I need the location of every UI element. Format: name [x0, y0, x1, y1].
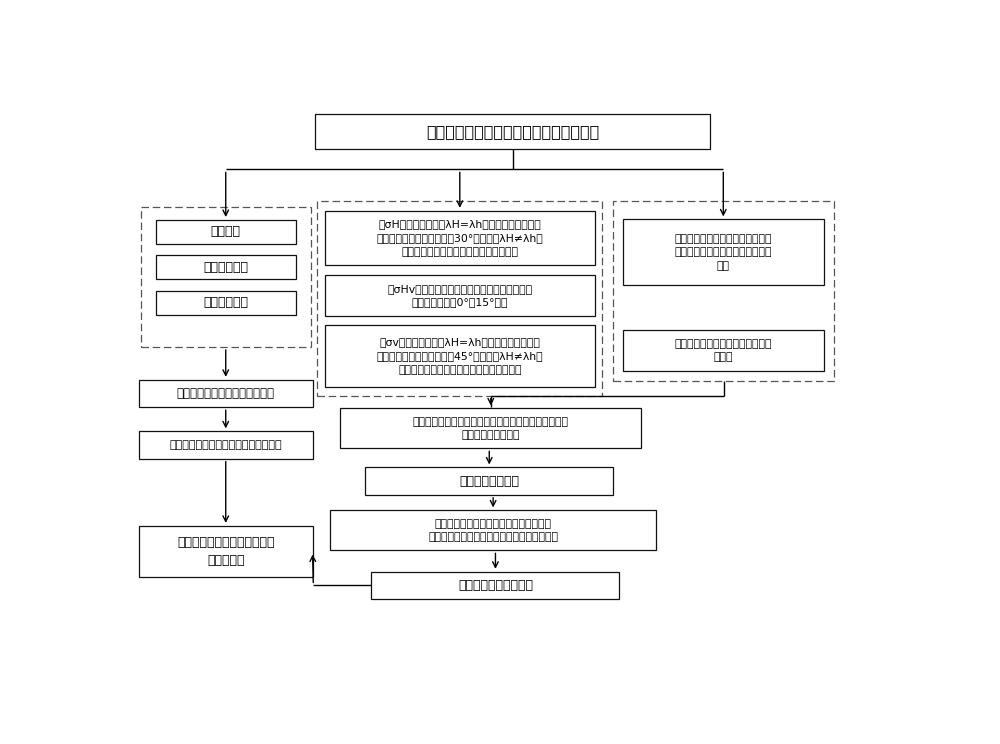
FancyBboxPatch shape — [365, 467, 613, 495]
FancyBboxPatch shape — [139, 379, 313, 407]
Text: 最终实现井下煤矸分选硐室群
紧凑型布局: 最终实现井下煤矸分选硐室群 紧凑型布局 — [177, 536, 274, 567]
FancyBboxPatch shape — [139, 432, 313, 459]
Text: 工程实践经验: 工程实践经验 — [203, 261, 248, 274]
Text: 岩柱稳定: 岩柱稳定 — [211, 225, 241, 238]
FancyBboxPatch shape — [156, 291, 296, 315]
FancyBboxPatch shape — [623, 219, 824, 285]
Text: 一种井下煤矸分选硐室群紧凑型布局方法: 一种井下煤矸分选硐室群紧凑型布局方法 — [426, 124, 599, 139]
FancyBboxPatch shape — [371, 571, 619, 599]
FancyBboxPatch shape — [340, 408, 641, 449]
FancyBboxPatch shape — [315, 114, 710, 150]
Text: 获得硐室间合理间距的判别公式: 获得硐室间合理间距的判别公式 — [177, 387, 275, 400]
Text: 在σHv型应力场中，主硐室最佳布置轴向为与最
大水平主应力呈0°～15°夹角: 在σHv型应力场中，主硐室最佳布置轴向为与最 大水平主应力呈0°～15°夹角 — [387, 283, 532, 307]
Text: 辅助硐室尽可能与主硐室沿同轴向布置，
两主硐室之间的连通硐室与两主硐室垂直布置: 辅助硐室尽可能与主硐室沿同轴向布置， 两主硐室之间的连通硐室与两主硐室垂直布置 — [428, 519, 558, 542]
FancyBboxPatch shape — [325, 324, 595, 387]
FancyBboxPatch shape — [325, 211, 595, 265]
FancyBboxPatch shape — [325, 275, 595, 316]
Text: 主硐室轴向与优势节理裂隙走向垂
直布置: 主硐室轴向与优势节理裂隙走向垂 直布置 — [675, 339, 772, 362]
FancyBboxPatch shape — [139, 526, 313, 577]
Text: 原煤入选要求: 原煤入选要求 — [203, 296, 248, 310]
FancyBboxPatch shape — [330, 510, 656, 551]
Text: 在σH型应力场中，当λH=λh时，主硐室最佳布置
轴向为与最大水平主应力呈30°夹角，当λH≠λh时
，主硐室布置应与最大水平应力方向平行: 在σH型应力场中，当λH=λh时，主硐室最佳布置 轴向为与最大水平主应力呈30°… — [376, 219, 543, 257]
Text: 将主硐室布置于远离断层、陷落柱
等地质构造且围岩性质相对稳定的
区域: 将主硐室布置于远离断层、陷落柱 等地质构造且围岩性质相对稳定的 区域 — [675, 234, 772, 271]
Text: 主硐室间平行布置: 主硐室间平行布置 — [459, 475, 519, 487]
FancyBboxPatch shape — [156, 255, 296, 280]
FancyBboxPatch shape — [156, 220, 296, 244]
Text: 基于矿井地应力场类型与优势节理裂隙走向确定主硐室
，并优先布置主硐室: 基于矿井地应力场类型与优势节理裂隙走向确定主硐室 ，并优先布置主硐室 — [413, 417, 569, 440]
Text: 非等高巷硐渐进式过渡: 非等高巷硐渐进式过渡 — [458, 579, 533, 592]
FancyBboxPatch shape — [623, 330, 824, 371]
Text: 在σv型应力场中，当λH=λh时，主硐室最佳布置
轴向为与最大水平主应力呈45°夹角，当λH≠λh时
，主硐室布置仍应与最大水平应力方向平行: 在σv型应力场中，当λH=λh时，主硐室最佳布置 轴向为与最大水平主应力呈45°… — [376, 337, 543, 374]
Text: 确定主硐室及邻近辅助巷硐的合理间距: 确定主硐室及邻近辅助巷硐的合理间距 — [169, 440, 282, 450]
